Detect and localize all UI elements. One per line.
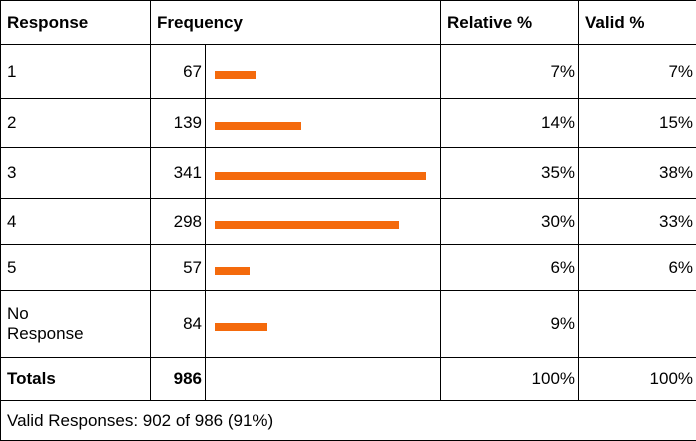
response-label: 2 [7,113,17,132]
frequency-cell: 57 [150,244,206,291]
bar-cell [204,244,442,291]
response-label: 4 [7,211,17,231]
bar-cell [204,198,442,245]
data-row: No Response 84 9% [0,290,696,358]
data-row: 3 341 35% 38% [0,147,696,199]
response-cell: No Response [0,290,151,358]
header-row: Response Frequency Relative % Valid % [0,0,696,45]
footer-row: Valid Responses: 902 of 986 (91%) [0,400,696,441]
frequency-cell: 341 [150,147,206,199]
response-cell: 2 [0,98,151,148]
valid-cell: 6% [578,244,696,291]
header-cell: Relative % [440,0,580,45]
frequency-cell: 84 [150,290,206,358]
response-cell: 4 [0,198,151,245]
frequency-bar [215,220,400,229]
totals-label: Totals [0,357,151,401]
bar-cell [204,290,442,358]
response-cell: 1 [0,44,151,99]
data-row: 5 57 6% 6% [0,244,696,291]
bar-cell [204,98,442,148]
response-label: 5 [7,257,17,277]
frequency-bar [215,122,301,130]
relative-cell: 6% [440,244,580,291]
relative-cell: 7% [440,44,580,99]
frequency-cell: 298 [150,198,206,245]
data-row: 1 67 7% 7% [0,44,696,99]
relative-cell: 9% [440,290,580,358]
response-cell: 5 [0,244,151,291]
valid-cell: 7% [578,44,696,99]
frequency-bar [215,323,267,331]
valid-cell: 33% [578,198,696,245]
bar-cell [204,44,442,99]
relative-cell: 35% [440,147,580,199]
response-label: No Response [7,304,84,343]
bar-cell [204,147,442,199]
response-cell: 3 [0,147,151,199]
totals-relative: 100% [440,357,580,401]
totals-valid: 100% [578,357,696,401]
relative-cell: 14% [440,98,580,148]
valid-cell: 38% [578,147,696,199]
frequency-cell: 139 [150,98,206,148]
frequency-bar [215,70,257,79]
relative-cell: 30% [440,198,580,245]
frequency-bar [215,172,426,180]
header-cell: Valid % [578,0,696,45]
frequency-bar [215,266,251,275]
footer-text: Valid Responses: 902 of 986 (91%) [0,400,696,441]
totals-frequency: 986 [150,357,206,401]
response-label: 3 [7,163,17,182]
data-row: 4 298 30% 33% [0,198,696,245]
frequency-cell: 67 [150,44,206,99]
header-cell: Frequency [149,0,442,45]
empty-cell [204,357,442,401]
response-label: 1 [7,61,17,81]
valid-cell [578,290,696,358]
valid-cell: 15% [578,98,696,148]
data-row: 2 139 14% 15% [0,98,696,148]
totals-row: Totals 986 100% 100% [0,357,696,401]
header-cell: Response [0,0,151,45]
